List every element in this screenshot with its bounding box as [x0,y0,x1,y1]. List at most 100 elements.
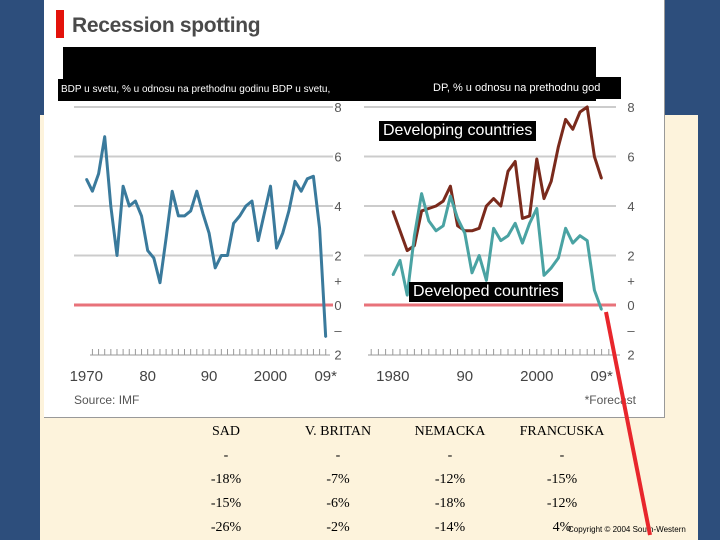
y-tick-label: + [627,273,635,288]
series-line [84,135,328,338]
data-point [294,180,296,183]
table-cell: -7% [326,472,350,487]
x-tick-label: 1980 [376,368,409,385]
data-point [324,336,327,338]
data-point [478,227,481,230]
y-tick-label: 8 [334,100,341,115]
data-point [183,215,186,217]
data-point [428,220,430,222]
slide-background [0,0,44,540]
data-point [557,145,560,148]
table-cell: -6% [326,496,350,511]
data-point [471,229,473,232]
data-point [456,217,459,220]
data-point [500,205,502,207]
data-point [134,200,137,202]
data-point [97,173,100,175]
table-cell: -18% [210,472,242,487]
data-point [226,254,229,257]
data-point [543,274,545,277]
data-point [110,205,112,207]
data-point [257,239,259,242]
data-point [202,212,204,215]
data-point [91,190,94,192]
caption-left: BDP u svetu, % u odnosu na prethodnu god… [58,79,336,101]
series-line [391,192,604,311]
table-header-row: SAD V. BRITAN NEMACKA FRANCUSKA [170,420,618,444]
table-row: -26% -2% -14% 4% [170,516,618,540]
data-point [171,190,174,192]
data-point [103,135,106,138]
x-tick-label: 1970 [70,368,103,385]
data-point [521,242,524,244]
data-point [514,222,516,225]
data-point [312,175,315,178]
data-point [420,210,423,212]
data-point [85,177,88,180]
series-line [391,105,604,253]
data-point [550,180,552,183]
data-point [449,185,452,187]
data-point [478,254,481,257]
data-point [428,207,430,210]
data-point [300,190,302,192]
data-point [507,170,509,173]
table-cell: - [223,448,229,463]
data-point [177,215,180,217]
data-point [281,232,284,235]
copyright-note: Copyright © 2004 South-Western [568,525,686,534]
data-point [521,217,524,220]
data-point [600,177,603,180]
data-point [406,249,409,252]
label-developed-countries: Developed countries [409,282,563,302]
data-point [435,205,437,207]
data-point [116,254,118,257]
table-cell: -26% [210,520,242,535]
data-point [579,234,581,237]
y-tick-label: – [334,323,342,338]
data-point [406,294,409,296]
table-cell: -2% [326,520,350,535]
data-point [579,111,581,113]
data-point [492,197,495,200]
y-tick-label: 4 [627,199,634,214]
x-tick-label: 09* [590,368,613,385]
chart-world-gdp: 8 6 4 2 +0 – 2 1970 80 90 2000 09* [70,100,343,385]
x-tick-label: 90 [201,368,218,385]
data-point [128,205,131,207]
table-cell: -15% [546,472,578,487]
data-point [536,158,538,160]
data-point [593,155,596,158]
table-cell: - [447,448,453,463]
data-point [122,185,124,187]
data-point [245,205,247,207]
data-point [263,212,266,215]
data-point [471,272,473,274]
data-point [269,185,272,187]
data-point [500,239,502,242]
data-point [189,210,192,212]
source-note: Source: IMF [74,393,139,407]
data-point [232,222,235,225]
table-row: - - - - [170,444,618,468]
data-point [420,192,423,195]
title-accent-bar [56,10,64,38]
data-point [572,242,574,244]
y-tick-label: – [627,323,635,338]
data-point [485,205,488,207]
data-point [146,249,149,252]
data-point [435,229,437,232]
data-point [392,274,394,277]
table-cell: -12% [546,496,578,511]
y-tick-label: 8 [627,100,634,115]
data-point [550,267,552,269]
table-header: NEMACKA [414,424,486,439]
data-point [288,210,290,212]
data-point [528,215,531,217]
data-point [399,229,401,232]
x-tick-label: 80 [139,368,156,385]
table-header: FRANCUSKA [519,424,605,439]
data-point [214,267,217,269]
data-point [306,177,309,180]
data-point [238,215,241,217]
